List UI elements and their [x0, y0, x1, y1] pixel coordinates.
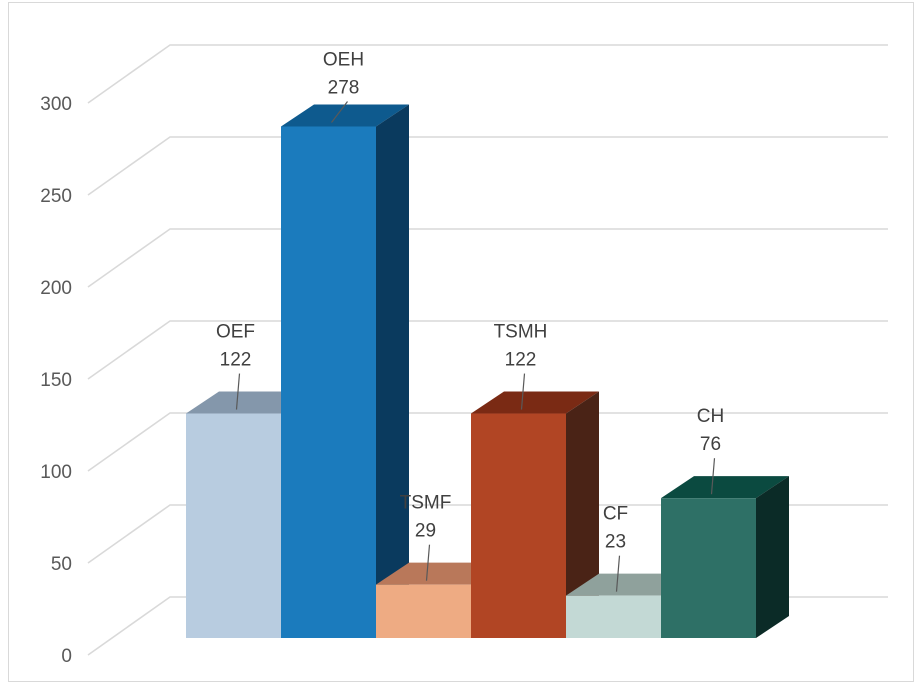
gridline [87, 228, 888, 288]
leader-line [425, 544, 431, 581]
data-label-value: 122 [220, 350, 252, 371]
leader-line [235, 373, 241, 410]
y-tick-label: 150 [40, 370, 72, 391]
leader-line [615, 555, 621, 592]
labels-layer: 0 50 100 150 200 250 300 OEF 122 OEH 278 TSMF 29 TSMH… [40, 49, 724, 667]
data-label-value: 23 [605, 532, 626, 553]
y-tick-label: 100 [40, 462, 72, 483]
leader-line [331, 101, 348, 123]
gridline [87, 320, 888, 380]
gridline [87, 504, 888, 564]
bar-front [376, 584, 471, 638]
bar-side [376, 104, 409, 639]
bar-front [471, 413, 566, 638]
bars-layer [186, 104, 789, 639]
bar-front [186, 413, 281, 638]
y-tick-label: 50 [51, 554, 72, 575]
bar-top [471, 391, 599, 414]
y-tick-label: 0 [61, 646, 72, 667]
leader-line [520, 373, 526, 410]
data-label-category: CF [603, 504, 628, 525]
bar-front [661, 498, 756, 638]
bar-top [281, 104, 409, 127]
bar-front [281, 126, 376, 638]
bar-top [661, 476, 789, 499]
data-label-category: OEF [216, 322, 255, 343]
gridline [87, 412, 888, 472]
y-tick-label: 300 [40, 94, 72, 115]
leader-line [710, 458, 716, 495]
gridline [87, 44, 888, 104]
data-label-value: 76 [700, 434, 721, 455]
data-label-category: TSMF [400, 493, 452, 514]
y-tick-label: 250 [40, 186, 72, 207]
data-label-value: 29 [415, 521, 436, 542]
bar-front [566, 595, 661, 638]
data-label-value: 122 [505, 350, 537, 371]
y-tick-label: 200 [40, 278, 72, 299]
bar-side [756, 476, 789, 638]
data-label-category: TSMH [494, 322, 548, 343]
data-label-category: OEH [323, 49, 364, 70]
data-label-value: 278 [328, 77, 360, 98]
bar-ch [661, 476, 789, 638]
gridline [87, 136, 888, 196]
data-label-category: CH [697, 406, 724, 427]
bar-tsmh [471, 391, 599, 638]
bar-side [566, 391, 599, 638]
bar-oeh [281, 104, 409, 639]
